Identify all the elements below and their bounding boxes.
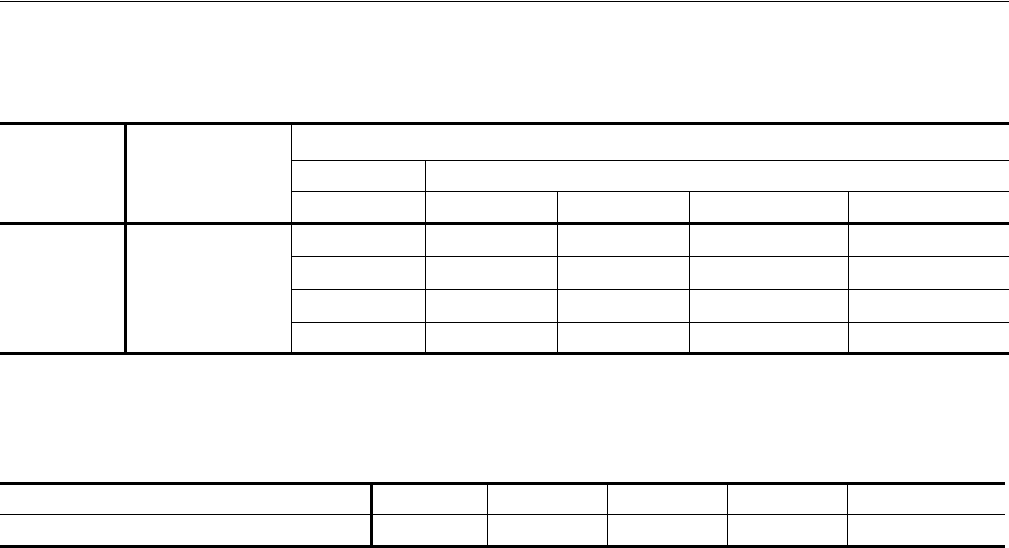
table-1-top-rule xyxy=(0,122,1009,125)
table-1-header-rule xyxy=(291,191,1009,192)
table-1-bottom-rule xyxy=(0,352,1009,355)
table-2-top-rule xyxy=(0,482,1005,485)
table-1-col-divider xyxy=(557,191,558,353)
table-1-col-divider xyxy=(689,191,690,353)
table-1-row-rule xyxy=(291,322,1009,323)
table-1-header-rule xyxy=(291,160,1009,161)
table-1-col-divider xyxy=(291,122,292,354)
table-1-header-bottom-rule xyxy=(0,222,1009,225)
table-1-col-divider xyxy=(848,191,849,353)
table-2-header-rule xyxy=(0,514,1005,515)
page-top-rule xyxy=(0,1,1009,2)
table-1-row-rule xyxy=(291,256,1009,257)
table-1-col-divider xyxy=(124,122,127,354)
table-2-bottom-rule xyxy=(0,545,1005,548)
table-1-row-rule xyxy=(291,289,1009,290)
